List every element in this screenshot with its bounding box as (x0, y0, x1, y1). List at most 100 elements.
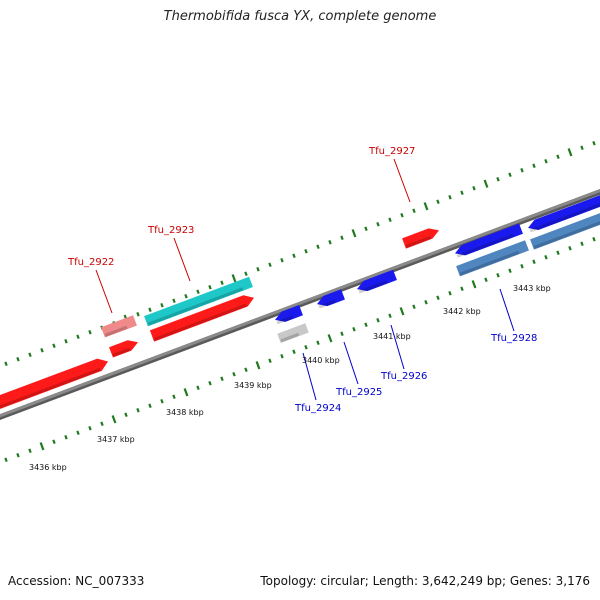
inner-tick (532, 259, 536, 265)
genome-backbone (0, 189, 600, 420)
inner-tick (340, 331, 344, 337)
scale-label: 3437 kbp (97, 435, 135, 444)
outer-tick (556, 154, 560, 160)
gene-label: Tfu_2927 (368, 146, 415, 157)
outer-tick (244, 271, 248, 277)
gene-arrow-reverse (316, 289, 345, 309)
gene-arrow-reverse (455, 223, 523, 258)
outer-tick (160, 302, 164, 308)
leader-line (173, 237, 191, 282)
inner-tick (220, 376, 224, 382)
gene-arrow-forward (109, 340, 138, 358)
outer-tick (376, 221, 380, 227)
outer-tick (76, 334, 80, 340)
gene-arrow-reverse-body (274, 304, 303, 322)
inner-tick (568, 245, 572, 251)
outer-tick (436, 199, 440, 205)
outer-tick (316, 244, 320, 250)
outer-tick (4, 361, 8, 367)
outer-tick (544, 158, 548, 164)
outer-tick (28, 352, 32, 358)
inner-tick (268, 358, 272, 364)
gene-label: Tfu_2925 (335, 387, 382, 398)
gene-arrow-forward (402, 228, 439, 249)
outer-tick (400, 212, 404, 218)
inner-tick (424, 299, 428, 305)
gene-arrow-reverse (527, 192, 600, 233)
rna-feature-reverse-body (530, 210, 600, 250)
outer-tick (52, 343, 56, 349)
inner-tick (232, 371, 236, 377)
inner-tick (172, 394, 176, 400)
inner-tick (28, 448, 32, 454)
inner-tick (471, 280, 477, 289)
outer-tick (520, 167, 524, 173)
accession-label: Accession: NC_007333 (8, 574, 145, 588)
outer-tick (580, 145, 584, 151)
gene-label: Tfu_2926 (380, 371, 427, 382)
rna-feature-reverse-shade (533, 220, 600, 249)
gene-arrow-reverse-body (527, 192, 600, 230)
inner-tick (88, 425, 92, 431)
gene-arrow-forward-shade (0, 367, 101, 412)
gene-arrow-forward-shade (405, 235, 432, 248)
outer-tick (220, 280, 224, 286)
pseudogene-block-forward-shade (104, 325, 128, 337)
outer-tick (16, 356, 20, 362)
outer-tick (136, 311, 140, 317)
outer-tick (208, 284, 212, 290)
leader-line (499, 288, 515, 332)
outer-tick (40, 347, 44, 353)
rna-feature-reverse (456, 240, 529, 277)
outer-tick (184, 293, 188, 299)
gene-labels: Tfu_2922 Tfu_2923 Tfu_2927 Tfu_2924 Tfu_2925… (67, 146, 537, 414)
gene-arrow-forward-body (0, 358, 108, 412)
gene-arrow-forward-body (149, 295, 255, 342)
outer-tick (508, 172, 512, 178)
gene-features (0, 192, 600, 412)
outer-tick (388, 217, 392, 223)
outer-tick (328, 239, 332, 245)
outer-tick (412, 208, 416, 214)
outer-tick (472, 185, 476, 191)
outer-tick (231, 274, 237, 283)
pseudogene-block-reverse-shade (280, 332, 300, 343)
inner-tick (327, 334, 333, 343)
outer-tick (351, 229, 357, 238)
rna-feature-reverse-body (456, 240, 529, 277)
inner-tick (520, 263, 524, 269)
inner-tick (316, 340, 320, 346)
outer-tick (448, 194, 452, 200)
inner-tick (244, 367, 248, 373)
inner-tick (292, 349, 296, 355)
scale-label: 3439 kbp (234, 381, 272, 390)
rna-feature-forward (144, 276, 253, 327)
gene-arrow-forward-shade (112, 347, 131, 357)
leader-line (390, 324, 405, 370)
map-title: Thermobifida fusca YX, complete genome (163, 9, 437, 24)
inner-tick (196, 385, 200, 391)
rna-feature-forward-body (144, 276, 253, 327)
gene-arrow-forward (149, 295, 255, 342)
outer-tick (256, 266, 260, 272)
inner-tick (484, 277, 488, 283)
gene-arrow-forward-body (109, 340, 138, 358)
outer-tick (304, 248, 308, 254)
outer-tick (172, 298, 176, 304)
inner-tick (4, 457, 8, 463)
gene-arrow-reverse-shade (318, 299, 336, 309)
outer-tick (496, 176, 500, 182)
gene-arrow-reverse (356, 269, 397, 294)
inner-tick (16, 452, 20, 458)
outer-tick (64, 338, 68, 344)
inner-tick (580, 241, 584, 247)
gene-arrow-forward (0, 358, 108, 412)
outer-tick (196, 289, 200, 295)
genome-summary: Topology: circular; Length: 3,642,249 bp… (260, 574, 590, 588)
gene-arrow-reverse-shade (276, 315, 294, 325)
gene-arrow-reverse-body (316, 289, 345, 307)
gene-arrow-reverse-shade (529, 202, 600, 233)
inner-tick (412, 304, 416, 310)
scale-label: 3440 kbp (302, 356, 340, 365)
gene-arrow-forward-shade (153, 303, 247, 341)
